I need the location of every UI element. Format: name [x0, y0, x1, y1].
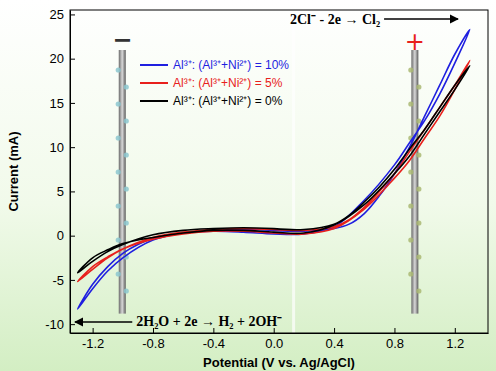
y-tick-mark [70, 236, 75, 237]
y-tick-label: 20 [50, 51, 64, 66]
electrode-bubble [408, 67, 413, 72]
y-tick-mark [70, 103, 75, 104]
electrode-bubble [408, 203, 413, 208]
annotation-arrow [75, 321, 132, 322]
annotation-arrow [384, 18, 458, 19]
electrode-bubble [416, 152, 421, 157]
legend-label: Al³⁺: (Al³⁺+Ni²⁺) = 0% [173, 94, 283, 108]
x-tick: 0.4 [326, 328, 344, 351]
y-axis: -10 -5 0 5 10 15 20 25 [45, 7, 75, 333]
legend: Al³⁺: (Al³⁺+Ni²⁺) = 10% Al³⁺: (Al³⁺+Ni²⁺)… [140, 58, 289, 108]
electrode-bubble [408, 271, 413, 276]
annotation: 2Cl⁻ - 2e → Cl₂ [290, 12, 380, 27]
y-tick: -5 [52, 273, 75, 288]
x-axis-title: Potential (V vs. Ag/AgCl) [203, 355, 355, 370]
electrode-bubble [116, 237, 121, 242]
y-tick: -10 [45, 317, 75, 332]
x-tick: 1.2 [446, 328, 464, 351]
x-tick-label: 1.2 [446, 336, 464, 351]
electrode-bubble [124, 220, 129, 225]
background [0, 0, 496, 371]
y-tick-label: -5 [52, 273, 64, 288]
electrode-bubble [408, 101, 413, 106]
x-tick-mark [93, 328, 94, 333]
plot-frame [70, 10, 488, 333]
x-tick-label: 0.4 [326, 336, 344, 351]
chart: -1.2 -0.8 -0.4 0.0 0.4 0.8 1.2 -10 -5 0 5 10 15 20 25 P… [0, 0, 496, 371]
y-tick-mark [70, 191, 75, 192]
electrode-bubble [408, 237, 413, 242]
annotation: 2H₂O + 2e → H₂ + 2OH⁻ [136, 314, 282, 329]
electrode-bubble [416, 288, 421, 293]
x-tick: 0.0 [265, 328, 283, 351]
guide-line [292, 10, 295, 333]
electrode-sign: − [112, 26, 132, 54]
x-tick: 0.8 [386, 328, 404, 351]
electrode-bubble [124, 84, 129, 89]
x-axis: -1.2 -0.8 -0.4 0.0 0.4 0.8 1.2 [71, 328, 489, 351]
electrode-bubble [116, 169, 121, 174]
electrode-bubble [116, 67, 121, 72]
electrode-bubble [116, 135, 121, 140]
y-tick-label: -10 [45, 317, 64, 332]
legend-label: Al³⁺: (Al³⁺+Ni²⁺) = 5% [173, 76, 283, 90]
y-tick: 5 [57, 184, 75, 199]
y-tick-mark [70, 280, 75, 281]
y-tick-mark [70, 147, 75, 148]
y-tick: 0 [57, 228, 75, 243]
electrode-bubble [124, 288, 129, 293]
electrode-bubble [416, 254, 421, 259]
y-tick-label: 0 [57, 228, 64, 243]
electrode-bubble [116, 271, 121, 276]
y-axis-title: Current (mA) [6, 131, 21, 211]
electrode-bubble [416, 186, 421, 191]
y-tick-label: 5 [57, 184, 64, 199]
cv-curve [78, 60, 470, 281]
legend-label: Al³⁺: (Al³⁺+Ni²⁺) = 10% [173, 58, 289, 72]
electrode-bubble [416, 220, 421, 225]
electrode-bubble [408, 169, 413, 174]
x-tick-label: -1.2 [82, 336, 104, 351]
electrode-bubble [416, 84, 421, 89]
x-axis-line [71, 333, 489, 334]
x-tick-mark [394, 328, 395, 333]
legend-swatch [140, 100, 168, 102]
y-tick: 15 [50, 96, 75, 111]
x-tick: -1.2 [82, 328, 104, 351]
y-tick-label: 15 [50, 96, 64, 111]
x-tick-mark [334, 328, 335, 333]
x-tick-label: 0.8 [386, 336, 404, 351]
annotations: 2Cl⁻ - 2e → Cl₂ 2H₂O + 2e → H₂ + 2OH⁻ − + [75, 12, 458, 329]
legend-swatch [140, 82, 168, 84]
y-tick-mark [70, 324, 75, 325]
cv-curve [78, 29, 470, 309]
y-tick: 25 [50, 7, 75, 22]
x-tick: -0.4 [203, 328, 225, 351]
electrode-bubble [116, 203, 121, 208]
y-tick-mark [70, 59, 75, 60]
y-tick: 10 [50, 140, 75, 155]
electrode-sign: + [405, 28, 425, 56]
x-tick-label: 0.0 [265, 336, 283, 351]
electrode-bubble [124, 186, 129, 191]
cv-curve [78, 66, 470, 273]
y-tick: 20 [50, 51, 75, 66]
electrode-bubble [116, 101, 121, 106]
x-tick: -0.8 [142, 328, 164, 351]
x-tick-label: -0.4 [203, 336, 225, 351]
legend-swatch [140, 64, 168, 66]
electrode-bubble [124, 118, 129, 123]
x-tick-mark [455, 328, 456, 333]
plot-lines [78, 29, 470, 309]
electrode-bubble [124, 152, 129, 157]
y-tick-mark [70, 14, 75, 15]
x-tick-label: -0.8 [142, 336, 164, 351]
y-tick-label: 25 [50, 7, 64, 22]
y-tick-label: 10 [50, 140, 64, 155]
